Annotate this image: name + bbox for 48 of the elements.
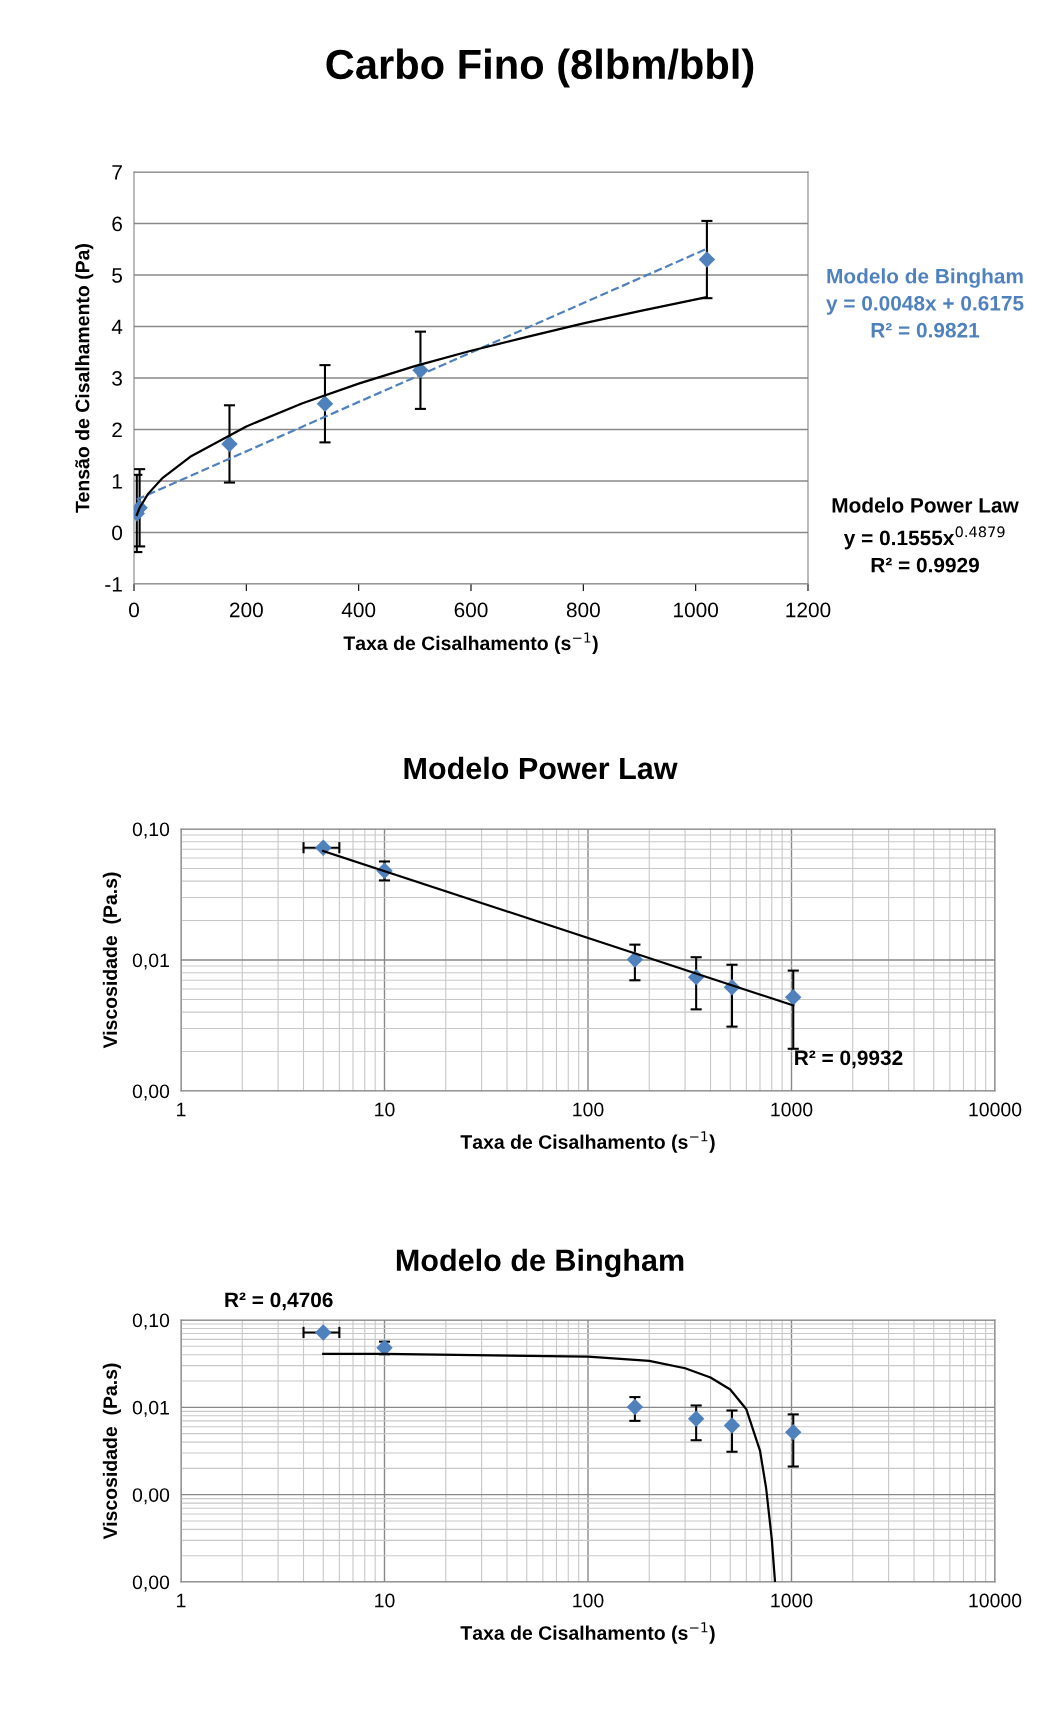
x-tick-label: 1000 — [674, 602, 719, 618]
y-axis-title: Tensão de Cisalhamento (Pa) — [75, 244, 94, 513]
y-tick-label: 0,00 — [132, 1084, 170, 1101]
x-tick-label: 1000 — [771, 1593, 813, 1608]
x-tick-label: 200 — [230, 602, 263, 618]
x-tick-label: 100 — [573, 1102, 604, 1117]
text: Modelo Power Law y = 0.1555x$^{0.4879}$ R² = 0.9929 — [832, 497, 1019, 573]
x-tick-label: 10 — [375, 1102, 395, 1117]
x-tick-label: 800 — [566, 602, 600, 618]
x-tick-label: 1 — [177, 1102, 186, 1117]
y-tick-label: 1 — [112, 474, 122, 489]
x-tick-label: 10000 — [969, 1102, 1022, 1117]
y-tick-label: 0,01 — [132, 1400, 169, 1417]
x-tick-label: 10000 — [969, 1593, 1022, 1608]
y-tick-label: 0,10 — [132, 1313, 170, 1330]
y-tick-label: 4 — [111, 319, 123, 335]
y-tick-label: 5 — [112, 268, 123, 283]
chart-title: Modelo de Bingham — [396, 1248, 684, 1278]
y-axis-title: Viscosidade (Pa.s) — [102, 872, 121, 1049]
point — [316, 395, 334, 412]
y-tick-label: 0,01 — [132, 953, 169, 970]
y-tick-label: 0,00 — [132, 1488, 170, 1505]
y-tick-label: 3 — [112, 371, 122, 386]
x-tick-label: 10 — [375, 1593, 395, 1608]
x-tick-label: 1000 — [771, 1102, 813, 1117]
chart-title: Modelo Power Law — [404, 756, 678, 780]
text: Modelo de Bingham y = 0.0048x + 0.6175 R² = 0.9821 — [826, 268, 1024, 338]
y-tick-label: 0,00 — [132, 1575, 170, 1592]
x-tick-label: 1200 — [786, 602, 831, 618]
y-tick-label: 7 — [112, 165, 122, 180]
x-tick-label: 1 — [177, 1593, 186, 1608]
y-tick-label: 2 — [112, 422, 122, 438]
x-axis-title: Taxa de Cisalhamento (s$^{−1}$) — [460, 1622, 715, 1644]
chart-title: Carbo Fino (8lbm/bbl) — [326, 48, 754, 88]
y-tick-label: -1 — [105, 577, 122, 592]
y-tick-label: 0,10 — [132, 822, 170, 839]
x-axis-title: Taxa de Cisalhamento (s$^{−1}$) — [460, 1131, 715, 1153]
point — [698, 251, 716, 268]
text: R² = 0,4706 — [225, 1292, 333, 1311]
x-axis-title: Taxa de Cisalhamento (s$^{−1}$) — [343, 632, 598, 654]
x-tick-label: 100 — [573, 1593, 604, 1608]
point — [221, 435, 238, 453]
y-tick-label: 6 — [112, 216, 122, 232]
x-tick-label: 600 — [454, 602, 488, 618]
annotation: R² = 0,9932 — [795, 1050, 903, 1069]
y-axis-title: Viscosidade (Pa.s) — [102, 1363, 121, 1540]
x-tick-label: 400 — [341, 602, 376, 618]
y-tick-label: 0 — [112, 525, 123, 541]
